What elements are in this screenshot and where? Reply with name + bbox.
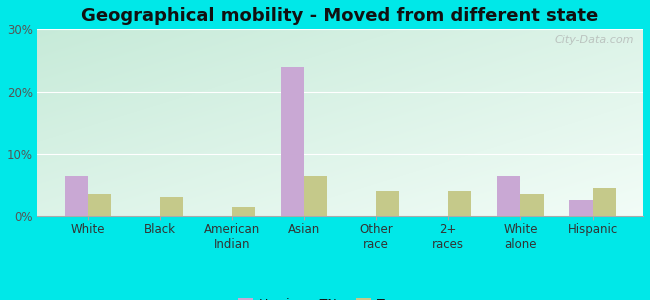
- Legend: Harrison, TN, Tennessee: Harrison, TN, Tennessee: [233, 293, 447, 300]
- Bar: [304, 176, 327, 216]
- Bar: [232, 207, 255, 216]
- Bar: [88, 194, 110, 216]
- Title: Geographical mobility - Moved from different state: Geographical mobility - Moved from diffe…: [81, 7, 599, 25]
- Bar: [497, 176, 521, 216]
- Bar: [376, 191, 399, 216]
- Bar: [64, 176, 88, 216]
- Bar: [593, 188, 616, 216]
- Bar: [160, 197, 183, 216]
- Bar: [281, 67, 304, 216]
- Bar: [521, 194, 543, 216]
- Text: City-Data.com: City-Data.com: [554, 35, 634, 45]
- Bar: [569, 200, 593, 216]
- Bar: [448, 191, 471, 216]
